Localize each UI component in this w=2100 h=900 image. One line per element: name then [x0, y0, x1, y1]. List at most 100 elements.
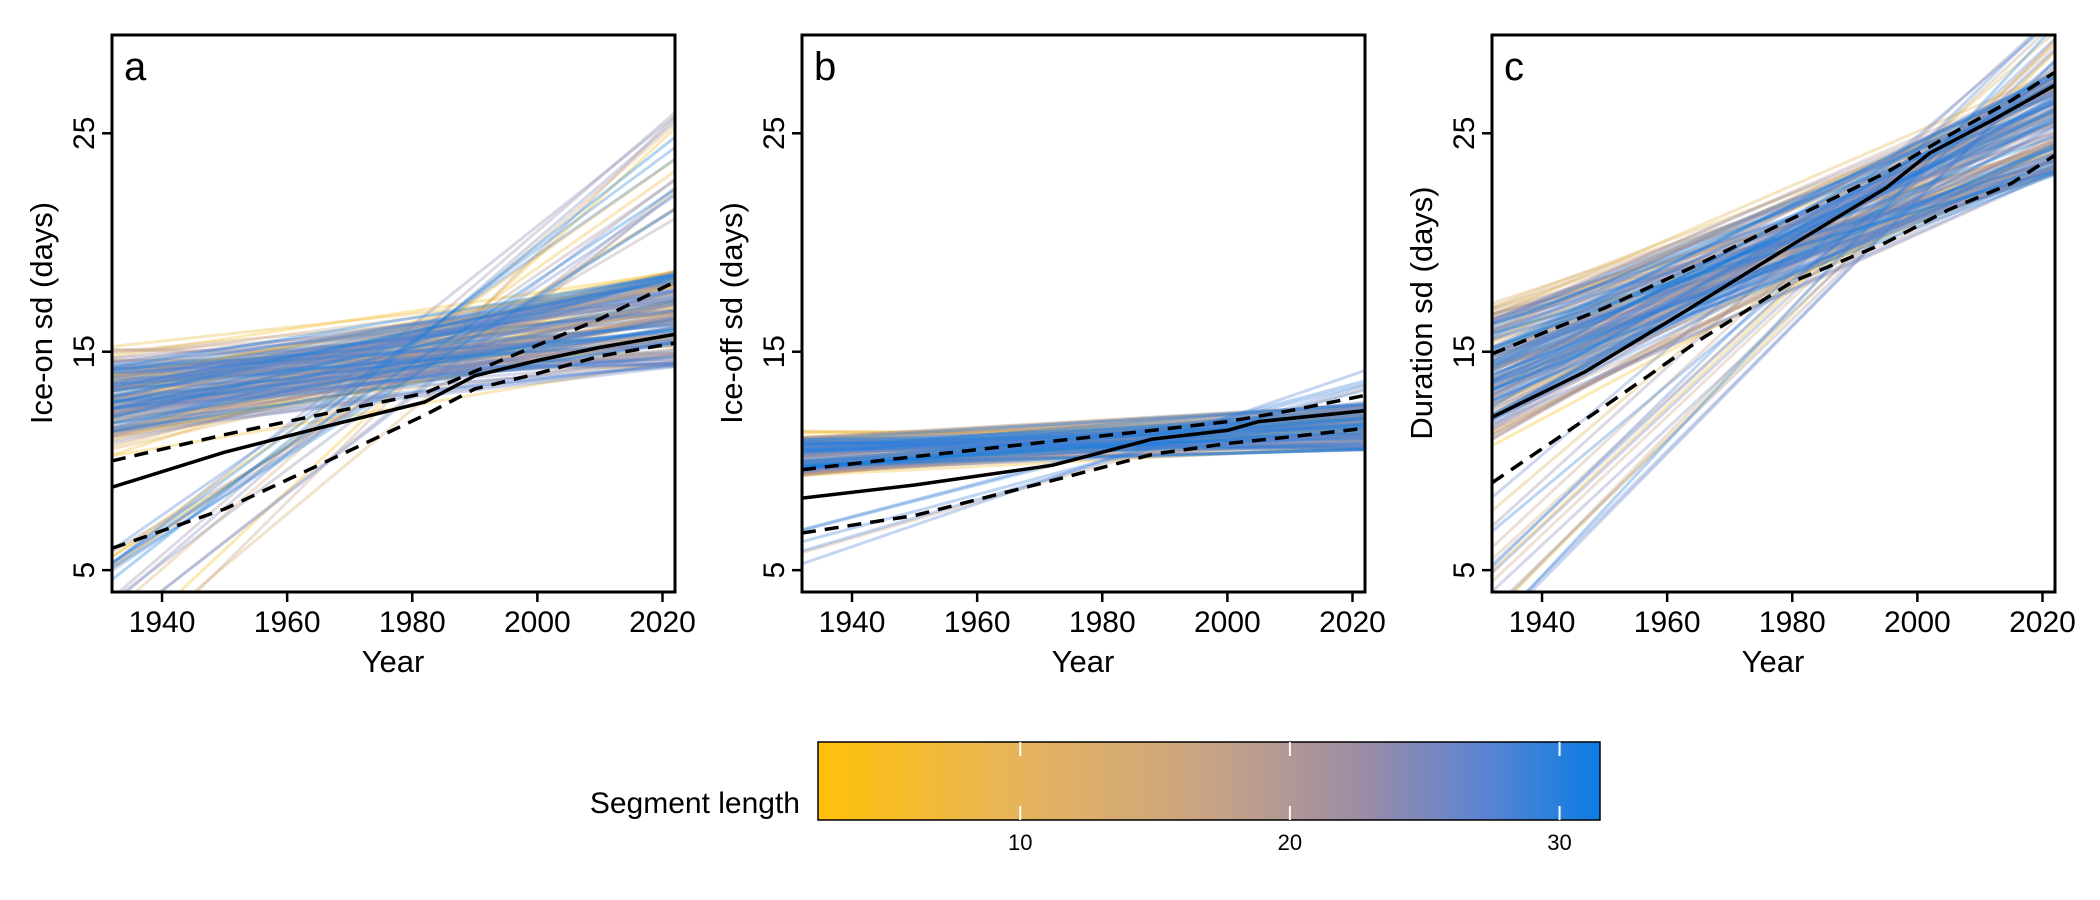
segment-line: [112, 217, 675, 554]
segment-line: [112, 276, 675, 412]
segment-line: [112, 311, 675, 379]
segment-line: [112, 328, 675, 389]
segment-line: [802, 425, 1365, 465]
segment-line: [802, 405, 1365, 465]
segment-line: [1492, 161, 2055, 376]
segment-line: [112, 269, 675, 412]
segment-line: [112, 312, 675, 415]
segment-line: [1492, 143, 2055, 393]
segment-line: [802, 408, 1365, 455]
y-axis-title-c: Duration sd (days): [1404, 186, 1439, 439]
segment-line: [802, 432, 1365, 474]
segment-line: [802, 403, 1365, 442]
segment-line: [1492, 107, 2055, 416]
y-tick-label: 15: [68, 335, 101, 368]
segment-line: [802, 404, 1365, 441]
segment-line: [1492, 131, 2055, 440]
x-tick-label: 1960: [254, 606, 321, 639]
segment-line: [802, 424, 1365, 456]
segment-line: [802, 418, 1365, 453]
segment-line: [1492, 66, 2055, 592]
segment-line: [1492, 171, 2055, 335]
segment-line: [112, 318, 675, 393]
segment-line: [802, 423, 1365, 463]
segment-line: [1492, 115, 2055, 367]
segment-line: [802, 423, 1365, 476]
segment-line: [1492, 108, 2055, 356]
segment-line: [1492, 74, 2055, 362]
segment-line: [1492, 156, 2055, 384]
segment-line: [1492, 72, 2055, 355]
segment-line: [1492, 119, 2055, 366]
segment-line: [112, 362, 675, 380]
segment-line: [112, 322, 675, 385]
segment-line: [1492, 142, 2055, 436]
panel-c: c 1940 1960 1980 2000 2020 5 15 25 Year Duratio…: [1404, 33, 2076, 679]
segment-line: [112, 293, 675, 390]
segment-line: [1492, 115, 2055, 417]
panel-a: a 1940 1960 1980 2000 2020 5 15 25 Year Ice-on …: [24, 33, 696, 679]
segment-line: [112, 301, 675, 432]
segment-line: [802, 432, 1365, 475]
segment-line: [112, 330, 675, 409]
segment-line: [112, 304, 675, 415]
segment-line: [112, 319, 675, 411]
segment-line: [112, 270, 675, 457]
segment-line: [802, 428, 1365, 435]
segment-line: [802, 441, 1365, 448]
segment-line: [133, 123, 675, 592]
segment-line: [1492, 82, 2055, 349]
trend-lines-b: [802, 393, 1365, 535]
x-axis-title-b: Year: [1052, 644, 1115, 679]
x-axis-title-a: Year: [362, 644, 425, 679]
segment-line: [802, 432, 1365, 448]
segment-line: [1492, 101, 2055, 363]
segment-line: [1492, 115, 2055, 305]
trend-lines-c: [1492, 70, 2055, 485]
segment-line: [1492, 168, 2055, 340]
segment-line: [112, 363, 675, 370]
segment-line: [1492, 167, 2055, 384]
segment-line: [112, 298, 675, 432]
segment-line: [112, 339, 675, 372]
segment-line: [112, 274, 675, 416]
y-tick-label: 25: [758, 117, 791, 150]
segment-line: [1492, 80, 2055, 332]
segment-line: [112, 329, 675, 402]
segment-line: [802, 414, 1365, 477]
segment-line: [802, 438, 1365, 447]
segment-line: [112, 326, 675, 403]
segment-line: [802, 441, 1365, 447]
segment-line: [1492, 143, 2055, 316]
segment-line: [802, 441, 1365, 445]
segment-line: [112, 320, 675, 404]
segment-line: [112, 320, 675, 411]
segment-line: [112, 277, 675, 393]
segment-line: [1492, 169, 2055, 316]
segment-line: [112, 361, 675, 390]
segment-line: [1492, 100, 2055, 391]
segment-line: [112, 315, 675, 416]
segment-line: [802, 416, 1365, 475]
segment-line: [802, 402, 1365, 452]
segment-line: [112, 339, 675, 434]
segment-line: [1492, 145, 2055, 422]
segment-line: [802, 437, 1365, 452]
segment-line: [112, 273, 675, 369]
segment-line: [802, 447, 1365, 472]
segment-line: [112, 315, 675, 451]
segment-line: [112, 330, 675, 375]
segment-line: [802, 447, 1365, 453]
segment-line: [112, 276, 675, 419]
segment-line: [1492, 109, 2055, 364]
segment-line: [802, 441, 1365, 447]
upper-bound-line: [112, 280, 675, 463]
segment-line: [1492, 159, 2055, 325]
segment-line: [1492, 109, 2055, 371]
segment-line: [112, 321, 675, 391]
y-tick-label: 15: [1448, 335, 1481, 368]
segment-line: [1492, 106, 2055, 419]
segment-line: [112, 310, 675, 439]
segment-line: [1507, 64, 2055, 592]
segment-line: [802, 436, 1365, 470]
